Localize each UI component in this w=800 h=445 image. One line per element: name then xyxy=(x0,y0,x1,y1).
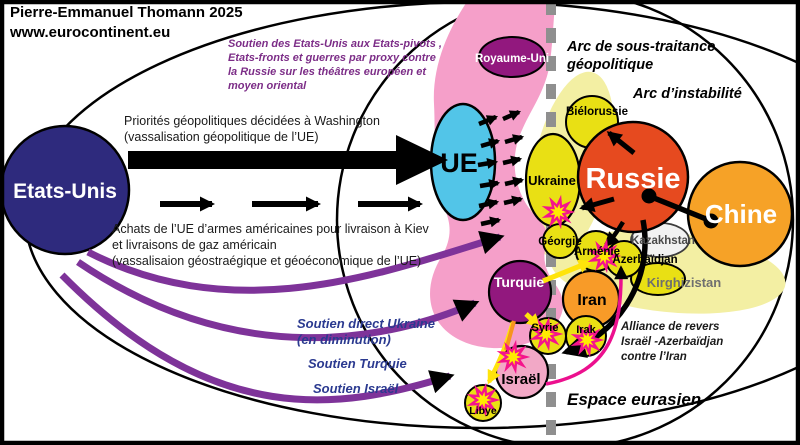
azerbaijan-label: Azerbaïdjan xyxy=(612,254,677,266)
author-line: Pierre-Emmanuel Thomann 2025 xyxy=(10,4,243,21)
reverse-alliance-line3: contre l’Iran xyxy=(621,351,687,363)
support-ukraine-label1: Soutien direct Ukraine xyxy=(297,316,435,331)
eu-ukraine-arrows xyxy=(477,109,525,228)
arc-instability-label: Arc d’instabilité xyxy=(632,86,742,102)
purchases-note-line1: Achats de l’UE d’armes américaines pour … xyxy=(112,222,430,236)
eurasian-space-label: Espace eurasien xyxy=(567,390,701,409)
support-turkey-label: Soutien Turquie xyxy=(308,356,407,371)
kyrgyzstan-shape xyxy=(630,262,686,296)
china-label: Chine xyxy=(705,199,777,229)
proxy-note-line1: Soutien des Etats-Unis aux Etats-pivots … xyxy=(228,38,442,50)
russia-shape xyxy=(576,120,690,234)
turkey-shape xyxy=(487,259,553,325)
washington-note-line2: (vassalisation géopolitique de l’UE) xyxy=(124,130,319,144)
support-ukraine-label2: (en diminution) xyxy=(297,332,391,347)
washington-note-line1: Priorités géopolitiques décidées à Washi… xyxy=(124,114,380,128)
kyrgyzstan-label: Kirghizistan xyxy=(647,275,721,290)
kazakhstan-label: Kazakhstan xyxy=(631,235,695,247)
reverse-alliance-note: Alliance de revers Israël -Azerbaïdjan c… xyxy=(620,321,723,363)
eu-label: UE xyxy=(440,148,478,178)
uk-label: Royaume-Uni xyxy=(475,53,549,65)
ukraine-label: Ukraine xyxy=(528,173,576,188)
belarus-label: Biélorussie xyxy=(566,106,628,118)
support-labels: Soutien direct Ukraine (en diminution) S… xyxy=(297,316,435,396)
proxy-note-line2: Etats-fronts et guerres par proxy contre xyxy=(228,52,436,64)
website-line: www.eurocontinent.eu xyxy=(9,24,170,41)
iraq-label: Irak xyxy=(576,324,596,336)
proxy-note-line4: moyen oriental xyxy=(228,80,307,92)
support-ukraine-arrow xyxy=(86,231,505,294)
georgia-label: Géorgie xyxy=(538,236,581,248)
russia-china-link xyxy=(641,188,719,229)
washington-note: Priorités géopolitiques décidées à Washi… xyxy=(124,114,380,144)
support-israel-label: Soutien Israël xyxy=(313,381,399,396)
eurasian-space-circle xyxy=(335,0,795,445)
libya-label: Libye xyxy=(469,405,497,417)
armenia-label: Arménie xyxy=(574,246,620,258)
reverse-alliance-line1: Alliance de revers xyxy=(620,321,719,333)
reverse-alliance-line2: Israël -Azerbaïdjan xyxy=(621,336,723,348)
proxy-note-line3: la Russie sur les théâtres européen et xyxy=(228,66,427,78)
purchases-note-line2: et livraisons de gaz américain xyxy=(112,238,277,252)
usa-label: Etats-Unis xyxy=(13,180,117,203)
reverse-alliance-arrow xyxy=(545,265,629,386)
russia-label: Russie xyxy=(585,163,680,195)
support-israel-arrow xyxy=(59,272,455,404)
us-eu-priorities-arrow xyxy=(128,135,448,185)
purchases-note: Achats de l’UE d’armes américaines pour … xyxy=(112,222,430,268)
support-turkey-arrow xyxy=(76,259,480,342)
arc-subcontracting-line1: Arc de sous-traitance xyxy=(566,39,715,55)
uk-shape xyxy=(478,36,546,78)
iran-label: Iran xyxy=(577,292,606,309)
israel-label: Israël xyxy=(501,371,540,388)
turkey-label: Turquie xyxy=(494,274,545,290)
proxy-note: Soutien des Etats-Unis aux Etats-pivots … xyxy=(228,38,442,92)
us-support-arrows xyxy=(59,231,505,404)
purchases-note-line3: (vassalisaion géostraégique et géoéconom… xyxy=(112,254,421,268)
arc-subcontracting-label: Arc de sous-traitance géopolitique xyxy=(566,39,715,73)
syria-label: Syrie xyxy=(532,322,559,334)
arc-subcontracting-line2: géopolitique xyxy=(566,57,653,73)
subcontracting-arc-blob xyxy=(430,0,563,349)
